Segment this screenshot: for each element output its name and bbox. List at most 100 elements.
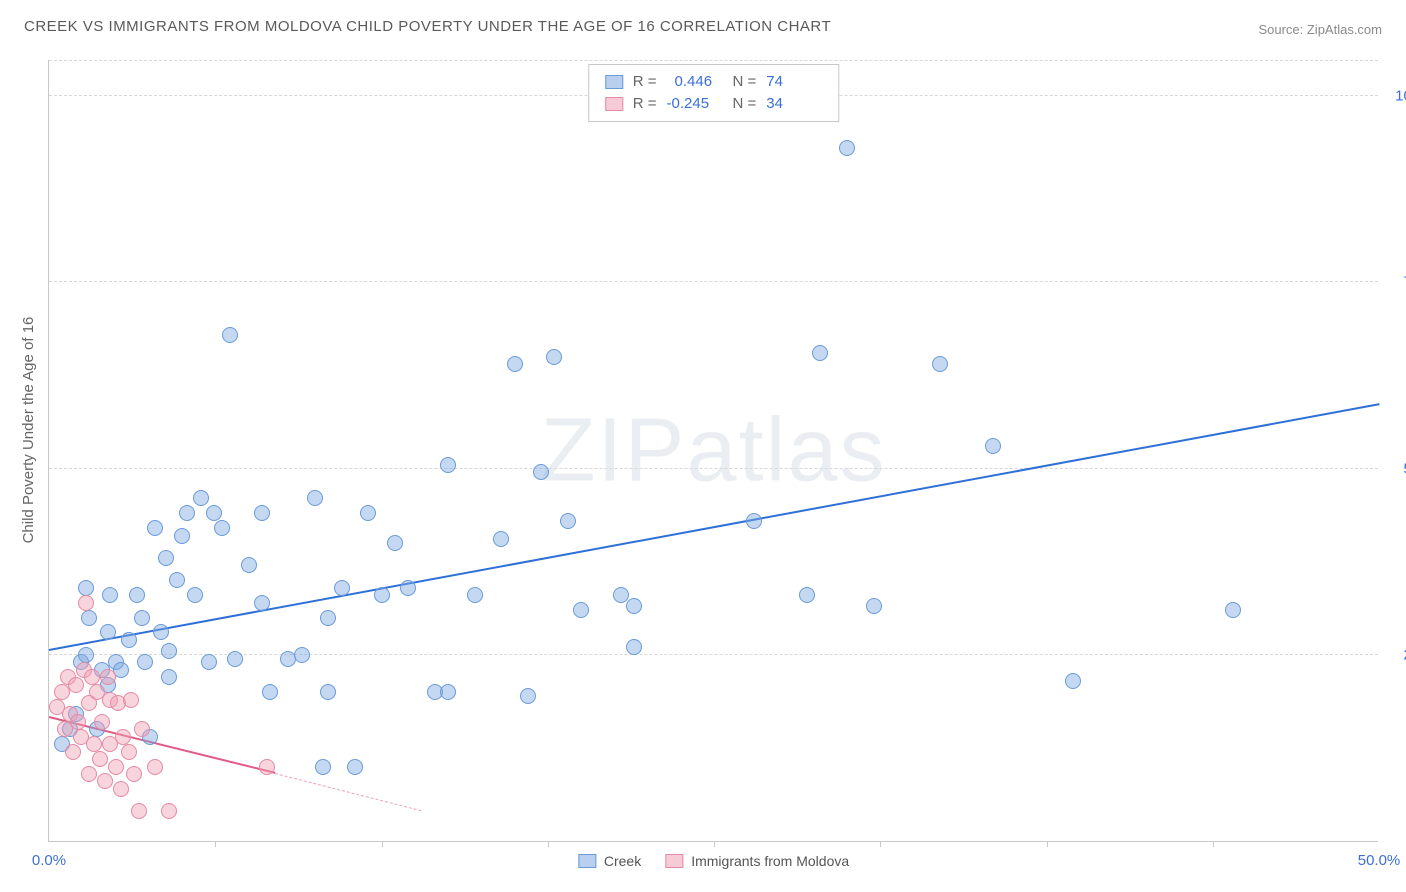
point-moldova	[97, 773, 113, 789]
point-creek	[440, 457, 456, 473]
legend-creek-N: 74	[766, 71, 822, 93]
legend-correlation: R = 0.446 N = 74 R = -0.245 N = 34	[588, 64, 840, 122]
point-creek	[315, 759, 331, 775]
point-creek	[985, 438, 1001, 454]
point-moldova	[123, 692, 139, 708]
point-creek	[147, 520, 163, 536]
x-tick	[1047, 841, 1048, 847]
point-creek	[78, 647, 94, 663]
source-name: ZipAtlas.com	[1307, 22, 1382, 37]
point-creek	[262, 684, 278, 700]
point-creek	[102, 587, 118, 603]
legend-creek-label: Creek	[604, 853, 641, 869]
x-tick	[382, 841, 383, 847]
source-label: Source: ZipAtlas.com	[1258, 22, 1382, 37]
legend-N-label: N =	[733, 93, 757, 115]
point-creek	[307, 490, 323, 506]
point-moldova	[68, 677, 84, 693]
point-creek	[320, 684, 336, 700]
point-creek	[153, 624, 169, 640]
point-creek	[134, 610, 150, 626]
point-creek	[222, 327, 238, 343]
point-moldova	[84, 669, 100, 685]
x-tick-label: 0.0%	[32, 852, 66, 869]
x-tick	[1213, 841, 1214, 847]
legend-R-label: R =	[633, 93, 657, 115]
swatch-moldova-icon	[605, 97, 623, 111]
swatch-moldova-icon	[665, 854, 683, 868]
point-creek	[254, 595, 270, 611]
legend-creek-R: 0.446	[667, 71, 723, 93]
point-creek	[520, 688, 536, 704]
point-creek	[573, 602, 589, 618]
point-moldova	[161, 803, 177, 819]
point-creek	[626, 639, 642, 655]
y-tick-label: 100.0%	[1395, 88, 1406, 105]
point-creek	[507, 356, 523, 372]
point-creek	[201, 654, 217, 670]
chart-title: CREEK VS IMMIGRANTS FROM MOLDOVA CHILD P…	[24, 18, 831, 35]
point-moldova	[92, 751, 108, 767]
swatch-creek-icon	[605, 75, 623, 89]
legend-item-creek: Creek	[578, 853, 641, 869]
point-creek	[121, 632, 137, 648]
x-tick	[548, 841, 549, 847]
point-creek	[812, 345, 828, 361]
point-creek	[533, 464, 549, 480]
point-moldova	[108, 759, 124, 775]
legend-moldova-label: Immigrants from Moldova	[691, 853, 849, 869]
point-creek	[467, 587, 483, 603]
legend-row-moldova: R = -0.245 N = 34	[605, 93, 823, 115]
trend-line	[49, 403, 1379, 651]
swatch-creek-icon	[578, 854, 596, 868]
point-creek	[294, 647, 310, 663]
point-creek	[81, 610, 97, 626]
point-creek	[799, 587, 815, 603]
point-creek	[161, 669, 177, 685]
x-tick	[880, 841, 881, 847]
point-creek	[158, 550, 174, 566]
x-tick-label: 50.0%	[1358, 852, 1401, 869]
gridline	[49, 60, 1378, 61]
point-creek	[334, 580, 350, 596]
point-creek	[100, 624, 116, 640]
point-creek	[347, 759, 363, 775]
point-creek	[839, 140, 855, 156]
point-moldova	[86, 736, 102, 752]
point-moldova	[65, 744, 81, 760]
point-creek	[187, 587, 203, 603]
point-creek	[546, 349, 562, 365]
point-creek	[137, 654, 153, 670]
point-creek	[78, 580, 94, 596]
point-creek	[161, 643, 177, 659]
point-creek	[613, 587, 629, 603]
point-moldova	[147, 759, 163, 775]
legend-R-label: R =	[633, 71, 657, 93]
point-creek	[560, 513, 576, 529]
gridline	[49, 468, 1378, 469]
legend-N-label: N =	[733, 71, 757, 93]
x-tick	[215, 841, 216, 847]
point-creek	[254, 505, 270, 521]
point-moldova	[121, 744, 137, 760]
legend-moldova-R: -0.245	[667, 93, 723, 115]
gridline	[49, 281, 1378, 282]
point-moldova	[115, 729, 131, 745]
gridline	[49, 654, 1378, 655]
point-creek	[493, 531, 509, 547]
point-creek	[626, 598, 642, 614]
point-creek	[1225, 602, 1241, 618]
point-creek	[400, 580, 416, 596]
plot-area: ZIPatlas R = 0.446 N = 74 R = -0.245 N =…	[48, 60, 1378, 842]
point-creek	[174, 528, 190, 544]
point-creek	[932, 356, 948, 372]
point-creek	[1065, 673, 1081, 689]
point-creek	[206, 505, 222, 521]
point-moldova	[134, 721, 150, 737]
point-moldova	[131, 803, 147, 819]
point-creek	[746, 513, 762, 529]
y-axis-title: Child Poverty Under the Age of 16	[20, 317, 37, 544]
point-creek	[440, 684, 456, 700]
point-creek	[227, 651, 243, 667]
point-moldova	[126, 766, 142, 782]
